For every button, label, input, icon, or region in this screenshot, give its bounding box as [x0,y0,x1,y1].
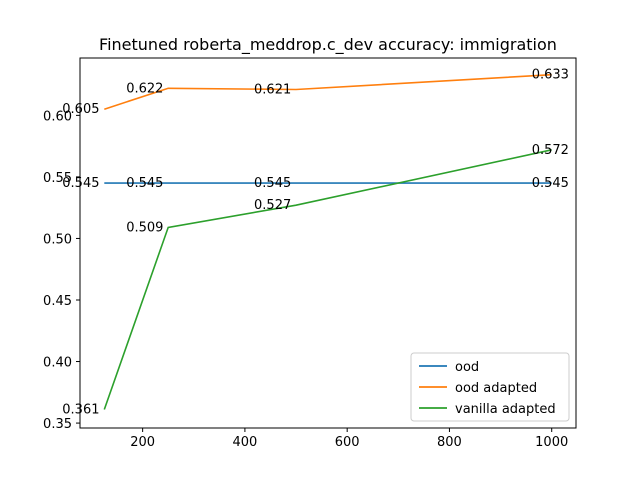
data-label: 0.605 [62,102,99,117]
x-tick-label: 800 [437,435,462,450]
data-labels: 0.545 0.545 0.545 0.545 0.605 0.622 0.621 0.633… [62,68,569,418]
y-tick-label: 0.50 [43,232,72,247]
data-label: 0.545 [532,176,569,191]
series-line-ood-adapted [104,73,552,110]
data-label: 0.361 [62,403,99,418]
series-line-vanilla-adapted [103,149,552,410]
y-tick-label: 0.55 [43,171,72,186]
legend-label: vanilla adapted [455,402,556,417]
data-label: 0.622 [126,81,163,96]
data-label: 0.545 [254,176,291,191]
data-label: 0.545 [126,176,163,191]
y-tick-label: 0.40 [43,356,72,371]
legend-label: ood [455,360,479,375]
chart-title: Finetuned roberta_meddrop.c_dev accuracy… [99,35,557,55]
data-label: 0.545 [62,176,99,191]
data-label: 0.509 [126,220,163,235]
y-tick-label: 0.35 [43,417,72,432]
data-label: 0.621 [254,83,291,98]
legend-box [410,352,570,422]
y-axis: 0.35 0.40 0.45 0.50 0.55 0.60 [43,109,80,432]
data-label: 0.633 [532,68,569,83]
series-layer [103,73,552,410]
x-axis: 200 400 600 800 1000 [130,428,568,450]
y-tick-label: 0.60 [43,109,72,124]
data-label: 0.572 [532,143,569,158]
data-label: 0.527 [254,198,291,213]
x-tick-label: 200 [130,435,155,450]
x-tick-label: 1000 [535,435,568,450]
legend: ood ood adapted vanilla adapted [410,352,570,422]
x-tick-label: 400 [232,435,257,450]
x-tick-label: 600 [335,435,360,450]
y-tick-label: 0.45 [43,294,72,309]
legend-label: ood adapted [455,381,537,396]
